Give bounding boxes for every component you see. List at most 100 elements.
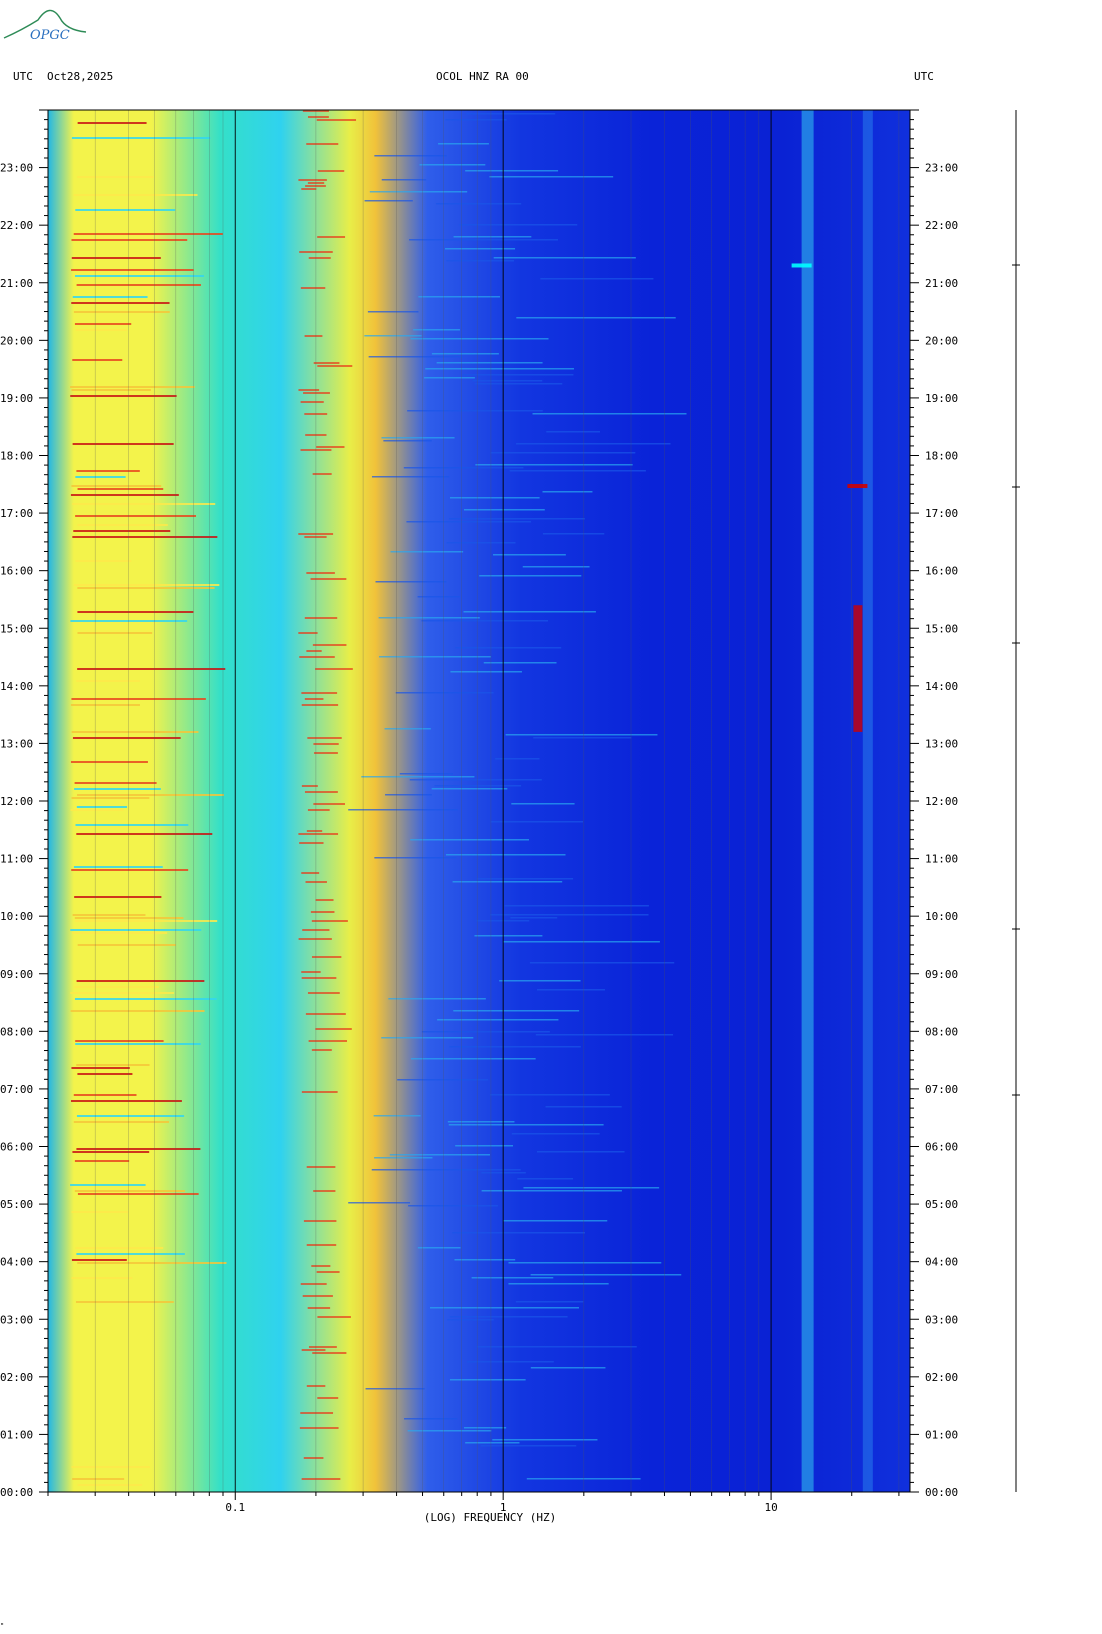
heatmap-streak [317,170,345,172]
heatmap-streak [306,143,339,145]
heatmap-streak [417,1247,461,1249]
heatmap-streak [421,620,548,622]
heatmap-streak [530,1367,606,1369]
heatmap-streak [77,632,153,634]
heatmap-streak [447,1121,515,1123]
y-tick-label-left: 23:00 [0,162,33,175]
heatmap-streak [300,287,326,289]
heatmap-streak [397,1079,489,1081]
heatmap-streak [73,866,163,868]
heatmap-streak [74,1160,130,1162]
heatmap-streak [374,1157,433,1159]
heatmap-streak [298,938,332,940]
heatmap-streak [304,698,324,700]
heatmap-streak [73,194,198,196]
heatmap-streak [75,1247,164,1249]
heatmap-streak [304,617,338,619]
heatmap-streak [70,1184,146,1186]
y-tick-label-right: 02:00 [925,1371,958,1384]
heatmap-streak [312,473,332,475]
y-tick-label-left: 22:00 [0,219,33,232]
heatmap-streak [424,377,475,379]
heatmap-streak [435,203,522,205]
heatmap-streak [70,494,179,496]
heatmap-streak [307,1307,331,1309]
heatmap-streak [305,185,326,187]
heatmap-streak [71,698,206,700]
heatmap-streak [301,971,321,973]
heatmap-streak [73,1094,137,1096]
heatmap-streak [455,647,562,649]
heatmap-streak [76,1064,150,1066]
heatmap-streak [73,311,170,313]
heatmap-streak [71,239,188,241]
heatmap-streak [390,551,464,553]
heatmap-streak [77,944,176,946]
heatmap-streak [374,857,457,859]
heatmap-streak [407,1430,492,1432]
heatmap-streak [546,431,601,433]
corner-mark: " [0,1622,5,1630]
heatmap-streak [418,296,500,298]
heatmap-streak [74,782,157,784]
heatmap-streak [72,932,168,934]
heatmap-streak [70,1010,205,1012]
y-tick-label-left: 03:00 [0,1313,33,1326]
heatmap-streak [316,446,345,448]
heatmap-streak [75,560,132,562]
heatmap-streak [492,1439,598,1441]
heatmap-streak [533,737,632,739]
heatmap-streak [310,911,335,913]
y-tick-label-right: 12:00 [925,795,958,808]
signal-events [791,263,868,732]
heatmap-streak [449,1316,568,1318]
heatmap-streak [73,233,223,235]
heatmap-streak [301,704,339,706]
heatmap-streak [75,329,128,331]
heatmap-streak [388,998,486,1000]
heatmap-streak [312,1352,347,1354]
heatmap-streak [410,839,529,841]
heatmap-streak [315,1028,352,1030]
heatmap-streak [504,905,649,907]
heatmap-streak [301,977,337,979]
heatmap-streak [70,386,195,388]
heatmap-streak [71,485,162,487]
heatmap-streak [74,920,218,922]
heatmap-streak [490,452,636,454]
axes: 00:00 00:00 01:00 01:00 02:00 02:00 03:00 03:00… [0,109,1020,1514]
heatmap-streak [77,587,215,589]
y-tick-label-right: 09:00 [925,968,958,981]
heatmap-streak [493,257,636,259]
heatmap-streak [72,1151,150,1153]
heatmap-streak [74,788,161,790]
heatmap-streak [77,1193,199,1195]
heatmap-streak [75,209,176,211]
heatmap-streak [465,1442,520,1444]
heatmap-streak [540,278,654,280]
heatmap-streak [76,1115,185,1117]
header-left-utc: UTC [13,70,33,83]
heatmap-streak [463,1427,507,1429]
logo-text: OPGC [30,28,70,43]
heatmap-streak [71,1466,150,1468]
heatmap-streak [503,941,660,943]
heatmap-streak [317,1316,351,1318]
heatmap-streak [301,188,317,190]
heatmap-streak [301,872,320,874]
heatmap-streak [499,980,581,982]
header-right-utc: UTC [914,70,934,83]
heatmap-streak [77,122,147,124]
heatmap-streak [307,809,330,811]
y-tick-label-right: 13:00 [925,737,958,750]
spectrogram-heatmap [48,110,910,1492]
heatmap-streak [445,119,507,121]
heatmap-streak [317,365,353,367]
heatmap-streak [77,524,168,526]
heatmap-streak [304,536,327,538]
heatmap-streak [315,899,334,901]
heatmap-streak [77,1484,143,1486]
heatmap-streak [389,1154,490,1156]
heatmap-streak [425,368,574,370]
